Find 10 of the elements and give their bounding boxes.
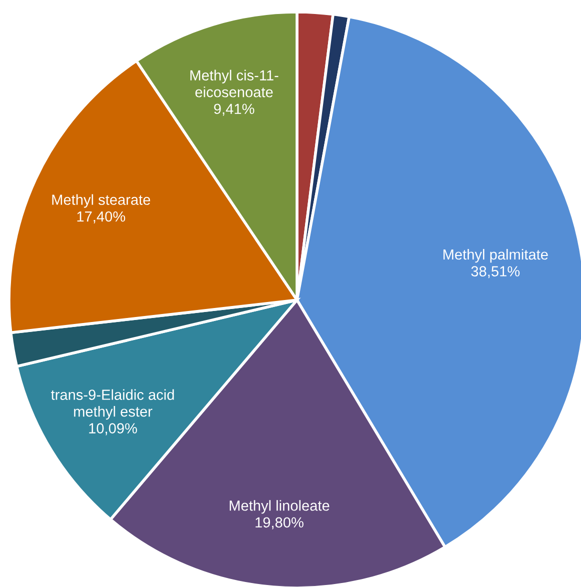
data-label: 17,40% xyxy=(77,211,126,224)
slice-label: Methyl stearate xyxy=(52,194,150,208)
data-label: 9,41% xyxy=(214,104,254,116)
slice-label: Methyl linoleate xyxy=(230,500,330,514)
slice-label: Methyl cis-11- eicosenoate xyxy=(190,70,278,98)
data-label: 10,09% xyxy=(89,423,138,436)
slice-label: trans-9-Elaidic acid methyl ester xyxy=(51,389,174,420)
data-label: 38,51% xyxy=(471,266,520,278)
slice-label: Methyl palmitate xyxy=(444,248,548,263)
data-label: 19,80% xyxy=(256,517,304,530)
